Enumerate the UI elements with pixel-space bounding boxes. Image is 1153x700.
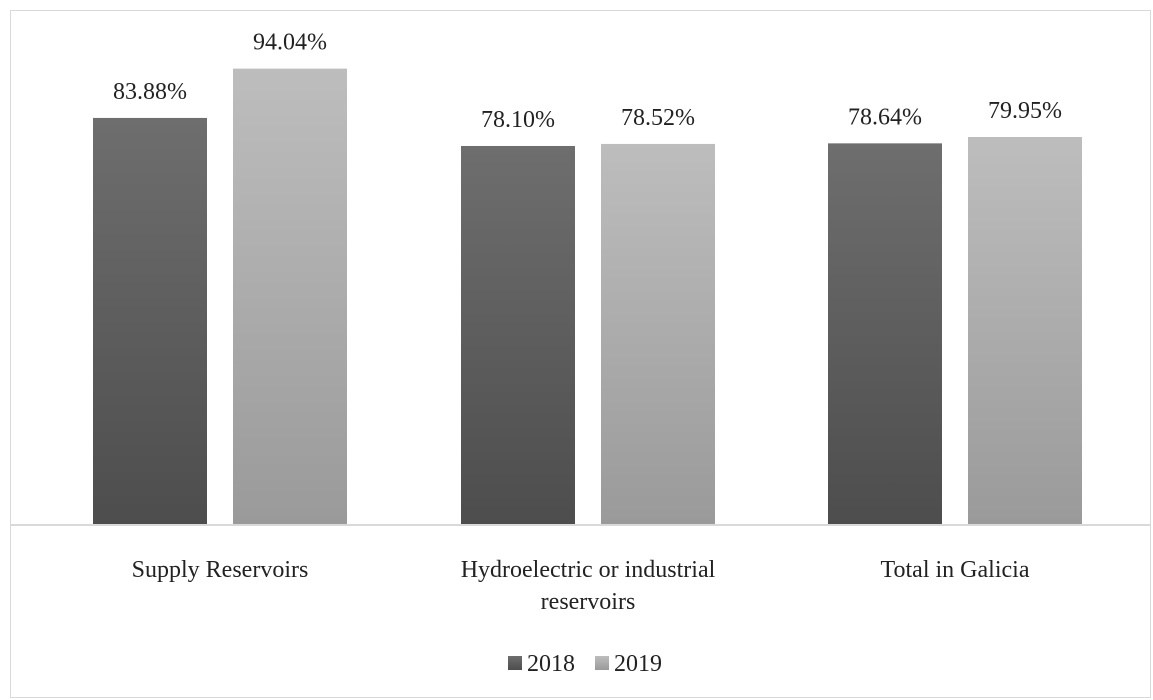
legend-label-2018: 2018	[527, 651, 575, 677]
legend-label-2019: 2019	[614, 651, 662, 677]
bar-2019-3	[968, 137, 1082, 525]
legend-swatch-2019	[595, 656, 609, 670]
data-label: 78.64%	[848, 104, 922, 130]
category-label: Supply Reservoirs	[132, 557, 309, 583]
labels-group: 83.88% 78.10% 78.64% 94.04% 78.52% 79.95% Supp…	[113, 30, 1062, 615]
data-label: 78.52%	[621, 105, 695, 131]
bar-2019-2	[601, 143, 715, 525]
bar-2018-3	[828, 143, 942, 525]
category-label: Hydroelectric or industrial reservoirs	[461, 557, 716, 615]
data-label: 94.04%	[253, 30, 327, 56]
bar-2019-1	[233, 68, 347, 526]
category-label-line: reservoirs	[541, 589, 636, 615]
bars-group	[93, 68, 1082, 526]
data-label: 83.88%	[113, 79, 187, 105]
bar-2018-1	[93, 117, 207, 525]
category-label: Total in Galicia	[881, 557, 1030, 583]
legend-swatch-2018	[508, 656, 522, 670]
category-label-line: Hydroelectric or industrial	[461, 557, 716, 583]
data-label: 79.95%	[988, 98, 1062, 124]
data-label: 78.10%	[481, 107, 555, 133]
legend: 2018 2019	[508, 651, 662, 677]
bar-2018-2	[461, 145, 575, 525]
category-label-line: Supply Reservoirs	[132, 557, 309, 583]
category-label-line: Total in Galicia	[881, 557, 1030, 583]
